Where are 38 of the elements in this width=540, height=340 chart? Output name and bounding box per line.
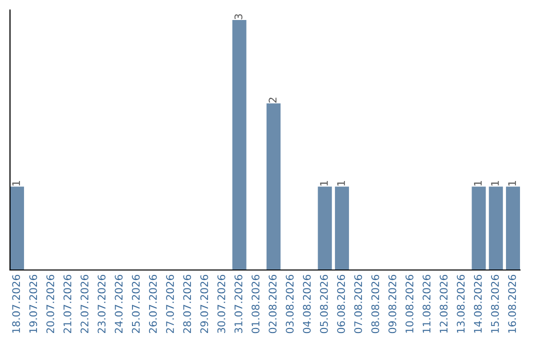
data-label: 1 — [474, 181, 482, 186]
x-tick-label: 28.07.2026 — [183, 274, 192, 334]
data-label: 1 — [508, 181, 516, 186]
data-label: 2 — [268, 98, 276, 103]
x-tick-label: 20.07.2026 — [46, 274, 54, 334]
data-label: 1 — [491, 181, 499, 186]
data-label: 1 — [337, 181, 345, 186]
x-tick-label: 29.07.2026 — [200, 274, 208, 334]
x-tick-label: 23.07.2026 — [98, 274, 106, 334]
x-tick-label: 25.07.2026 — [132, 274, 140, 334]
x-tick-label: 06.08.2026 — [337, 274, 345, 334]
x-tick-label: 08.08.2026 — [371, 274, 380, 334]
x-tick-label: 02.08.2026 — [268, 274, 277, 334]
x-tick-label: 09.08.2026 — [388, 274, 396, 334]
x-tick-label: 18.07.2026 — [12, 274, 20, 333]
x-tick-label: 03.08.2026 — [286, 274, 294, 334]
x-tick-label: 21.07.2026 — [63, 274, 72, 334]
x-tick-label: 04.08.2026 — [302, 274, 311, 334]
x-tick-label: 14.08.2026 — [474, 274, 482, 333]
x-tick-label: 26.07.2026 — [148, 274, 157, 334]
x-tick-label: 11.08.2026 — [422, 274, 430, 333]
x-tick-label: 07.08.2026 — [354, 274, 362, 334]
x-tick-label: 27.07.2026 — [166, 274, 174, 334]
x-tick-label: 22.07.2026 — [80, 274, 88, 334]
x-tick-label: 12.08.2026 — [440, 274, 448, 333]
data-label: 1 — [320, 181, 328, 186]
x-tick-label: 24.07.2026 — [114, 274, 123, 334]
x-tick-label: 13.08.2026 — [456, 274, 465, 333]
x-tick-label: 15.08.2026 — [491, 274, 499, 333]
x-tick-label: 30.07.2026 — [217, 274, 226, 334]
x-tick-label: 31.07.2026 — [234, 274, 242, 334]
x-tick-label: 05.08.2026 — [320, 274, 328, 334]
data-label: 3 — [234, 14, 242, 20]
x-tick-label: 01.08.2026 — [252, 274, 260, 334]
x-tick-label: 10.08.2026 — [406, 274, 414, 333]
data-label: 1 — [12, 181, 20, 186]
x-tick-label: 16.08.2026 — [508, 274, 516, 333]
x-tick-label: 19.07.2026 — [29, 274, 38, 333]
